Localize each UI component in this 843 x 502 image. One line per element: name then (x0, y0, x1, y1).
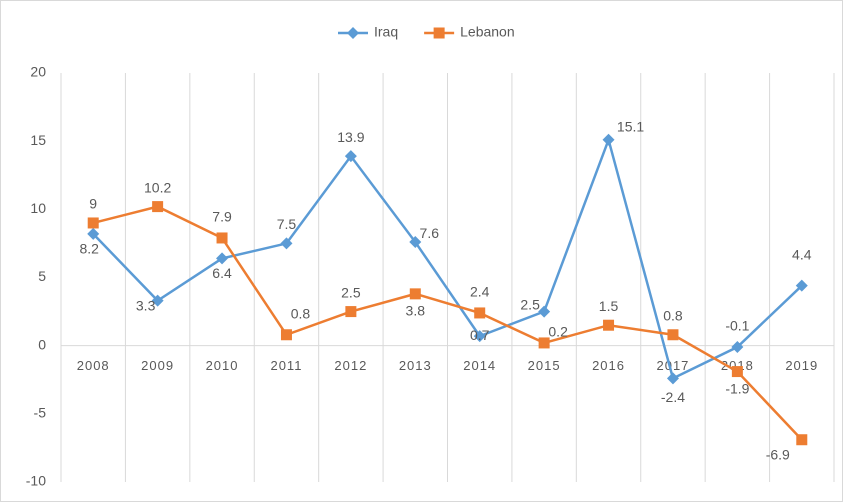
data-label: 13.9 (337, 129, 364, 145)
x-tick-label: 2019 (785, 358, 818, 373)
data-label: 0.8 (291, 305, 311, 321)
data-label: 3.8 (406, 303, 426, 319)
x-tick-label: 2017 (656, 358, 689, 373)
marker (151, 294, 164, 307)
marker (87, 227, 100, 240)
x-tick-label: 2010 (206, 358, 239, 373)
y-tick-label: 20 (30, 64, 46, 80)
x-tick-label: 2018 (721, 358, 754, 373)
data-label: 2.5 (520, 296, 540, 312)
marker (216, 232, 228, 244)
marker (667, 329, 679, 341)
data-label: 9 (89, 196, 97, 212)
data-label: 7.5 (277, 216, 297, 232)
data-label: 0.2 (548, 324, 568, 340)
marker (796, 434, 808, 446)
data-label: 7.9 (212, 209, 232, 225)
y-tick-label: 0 (38, 336, 46, 352)
x-tick-label: 2016 (592, 358, 625, 373)
marker (666, 372, 679, 385)
marker (433, 27, 445, 39)
data-label: 15.1 (617, 119, 644, 135)
x-tick-label: 2009 (141, 358, 174, 373)
marker (347, 27, 359, 39)
marker (216, 252, 229, 265)
x-tick-label: 2008 (77, 358, 110, 373)
data-label: 0.8 (663, 307, 683, 323)
data-label: 3.3 (136, 297, 156, 313)
data-label: -2.4 (661, 389, 685, 405)
data-label: 2.4 (470, 284, 490, 300)
data-label: 6.4 (212, 265, 232, 281)
marker (603, 319, 615, 331)
data-label: -6.9 (766, 446, 790, 462)
marker (152, 201, 164, 213)
y-tick-label: 5 (38, 268, 46, 284)
data-label: 0.7 (470, 327, 490, 343)
x-tick-label: 2013 (399, 358, 432, 373)
data-label: -1.9 (725, 380, 749, 396)
data-label: 2.5 (341, 284, 361, 300)
marker (473, 330, 486, 343)
data-label: 4.4 (792, 246, 812, 262)
marker (409, 288, 421, 300)
series-line (92, 135, 803, 381)
marker (731, 341, 744, 354)
marker (538, 305, 551, 318)
marker (474, 307, 486, 319)
y-tick-label: -10 (26, 473, 46, 489)
marker (538, 337, 550, 349)
marker (409, 236, 422, 249)
x-tick-label: 2014 (463, 358, 496, 373)
x-tick-label: 2011 (270, 358, 302, 373)
y-tick-label: 15 (30, 132, 46, 148)
marker (344, 150, 357, 163)
marker (345, 306, 357, 318)
marker (280, 237, 293, 250)
x-tick-label: 2012 (334, 358, 367, 373)
marker (795, 279, 808, 292)
y-tick-label: 10 (30, 200, 46, 216)
series-line (92, 205, 803, 441)
data-label: 1.5 (599, 298, 619, 314)
legend-label: Iraq (374, 24, 398, 40)
marker (87, 217, 99, 229)
x-tick-label: 2015 (528, 358, 561, 373)
legend-label: Lebanon (460, 24, 515, 40)
data-label: 8.2 (79, 241, 99, 257)
data-label: 7.6 (420, 225, 440, 241)
data-label: 10.2 (144, 179, 171, 195)
marker (280, 329, 292, 341)
data-label: -0.1 (725, 318, 749, 334)
marker (602, 133, 615, 146)
marker (731, 366, 743, 378)
y-tick-label: -5 (34, 405, 47, 421)
